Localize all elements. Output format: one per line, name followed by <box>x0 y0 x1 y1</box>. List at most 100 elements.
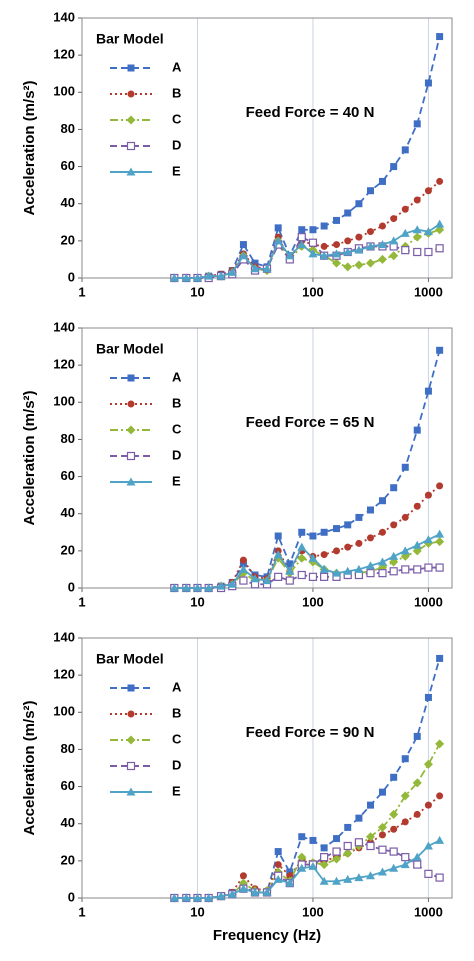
marker <box>297 570 306 580</box>
marker <box>401 755 409 763</box>
legend-label: D <box>172 137 181 152</box>
marker <box>204 583 214 592</box>
x-tick-label: 10 <box>190 904 204 919</box>
y-tick-label: 120 <box>53 357 75 372</box>
series-line <box>174 795 441 899</box>
marker <box>181 583 191 592</box>
marker <box>436 33 444 41</box>
marker <box>308 238 318 247</box>
marker <box>412 852 422 861</box>
marker <box>424 563 433 572</box>
series-line <box>174 658 441 899</box>
marker <box>238 884 248 893</box>
marker <box>204 271 214 280</box>
marker <box>309 532 317 540</box>
marker <box>285 878 295 887</box>
marker <box>354 245 364 254</box>
legend-label: D <box>172 757 181 772</box>
marker <box>413 810 421 818</box>
marker <box>412 225 422 234</box>
legend-label: B <box>172 705 181 720</box>
marker <box>285 566 295 575</box>
y-tick-label: 20 <box>61 852 75 867</box>
marker <box>354 838 364 847</box>
marker <box>204 893 214 902</box>
marker <box>435 219 445 228</box>
legend-marker <box>126 787 136 796</box>
marker <box>355 513 363 521</box>
marker <box>435 739 445 749</box>
legend-label: D <box>172 447 181 462</box>
marker <box>320 572 329 581</box>
marker <box>227 889 237 898</box>
y-tick-label: 40 <box>61 815 75 830</box>
marker <box>378 831 386 839</box>
marker <box>365 832 375 842</box>
marker <box>389 551 399 560</box>
legend-marker <box>126 141 136 151</box>
marker <box>378 497 386 505</box>
marker <box>436 177 444 185</box>
marker <box>377 822 387 832</box>
marker <box>366 569 375 578</box>
marker <box>344 237 352 245</box>
series-line <box>174 540 440 589</box>
marker <box>216 271 226 280</box>
marker <box>366 841 375 851</box>
marker <box>378 788 386 796</box>
marker <box>424 247 433 257</box>
legend-marker <box>126 115 136 125</box>
x-tick-label: 100 <box>302 904 324 919</box>
marker <box>366 228 374 236</box>
marker <box>227 267 237 276</box>
annotation: Feed Force = 40 N <box>246 104 375 121</box>
marker <box>274 224 282 232</box>
marker <box>436 482 444 490</box>
marker <box>412 778 422 788</box>
x-tick-label: 10 <box>190 594 204 609</box>
marker <box>262 576 272 585</box>
marker <box>297 863 307 872</box>
marker <box>365 258 375 268</box>
marker <box>365 561 375 570</box>
marker <box>400 860 410 869</box>
y-tick-label: 0 <box>68 579 75 594</box>
marker <box>273 236 283 245</box>
plot-frame <box>81 17 453 279</box>
marker <box>378 845 387 854</box>
marker <box>355 539 363 547</box>
marker <box>333 525 341 533</box>
marker <box>319 251 329 260</box>
y-tick-label: 120 <box>53 667 75 682</box>
marker <box>308 572 318 581</box>
marker <box>250 887 260 896</box>
legend-label: A <box>172 679 182 694</box>
y-tick-label: 60 <box>61 778 75 793</box>
y-tick-label: 140 <box>53 629 75 644</box>
marker <box>390 773 398 781</box>
marker <box>378 528 386 536</box>
legend-label: A <box>172 59 182 74</box>
marker <box>401 513 409 521</box>
marker <box>423 759 433 769</box>
marker <box>413 502 421 510</box>
marker <box>377 867 387 876</box>
y-tick-label: 40 <box>61 505 75 520</box>
legend-marker <box>126 451 136 461</box>
marker <box>400 228 410 237</box>
marker <box>401 146 409 154</box>
marker <box>355 233 363 241</box>
marker <box>333 835 341 843</box>
marker <box>285 576 294 585</box>
marker <box>298 226 306 234</box>
legend-marker <box>127 684 135 692</box>
marker <box>436 792 444 800</box>
legend-label: E <box>172 473 181 488</box>
marker <box>344 521 352 529</box>
marker <box>262 264 272 273</box>
marker <box>390 484 398 492</box>
y-tick-label: 40 <box>61 195 75 210</box>
marker <box>333 216 341 224</box>
marker <box>365 241 375 250</box>
